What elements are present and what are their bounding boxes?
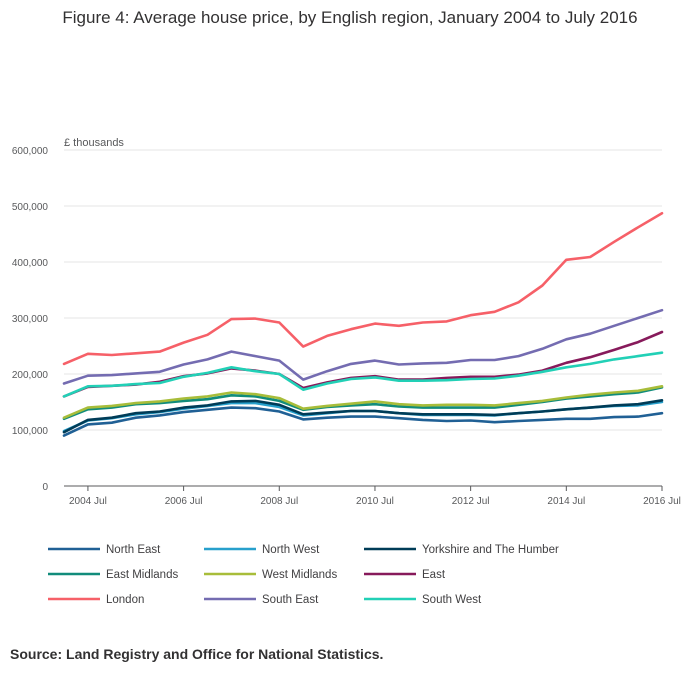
y-tick-label: 300,000 [12,314,49,325]
line-chart: 0 100,000 200,000 300,000 400,000 500,000 600,… [12,137,681,606]
series-line-london [62,212,664,366]
y-tick-label: 100,000 [12,426,49,437]
x-tick-label: 2010 Jul [356,496,394,507]
series-line-west-midlands [62,384,664,420]
source-note: Source: Land Registry and Office for Nat… [10,646,384,662]
y-tick-label: 600,000 [12,146,49,157]
series-lines [62,212,664,437]
legend-label-south-east: South East [262,594,319,606]
series-line-south-east [62,308,664,385]
axes: 0 100,000 200,000 300,000 400,000 500,000 600,… [12,137,681,507]
series-line-yorkshire-and-the-humber [62,398,664,434]
x-tick-label: 2016 Jul [643,496,681,507]
legend-label-south-west: South West [422,594,482,606]
legend-label-north-east: North East [106,544,161,556]
legend-label-west-midlands: West Midlands [262,569,337,581]
y-axis-label: £ thousands [64,137,124,149]
legend-label-east-midlands: East Midlands [106,569,178,581]
legend-label-north-west: North West [262,544,320,556]
gridlines [64,149,662,487]
x-tick-label: 2008 Jul [260,496,298,507]
x-tick-label: 2004 Jul [69,496,107,507]
y-tick-label: 400,000 [12,258,49,269]
series-line-south-west [62,351,664,398]
y-tick-label: 500,000 [12,202,49,213]
series-line-east [62,330,664,398]
series-line-north-east [62,406,664,437]
legend: North East North West Yorkshire and The Hu… [48,544,559,606]
legend-label-east: East [422,569,446,581]
x-tick-label: 2006 Jul [165,496,203,507]
legend-label-london: London [106,594,144,606]
chart-title: Figure 4: Average house price, by Englis… [62,8,638,27]
y-tick-label: 0 [42,482,48,493]
legend-label-yorkshire-and-the-humber: Yorkshire and The Humber [422,544,559,556]
x-tick-label: 2012 Jul [452,496,490,507]
y-tick-label: 200,000 [12,370,49,381]
x-tick-label: 2014 Jul [547,496,585,507]
